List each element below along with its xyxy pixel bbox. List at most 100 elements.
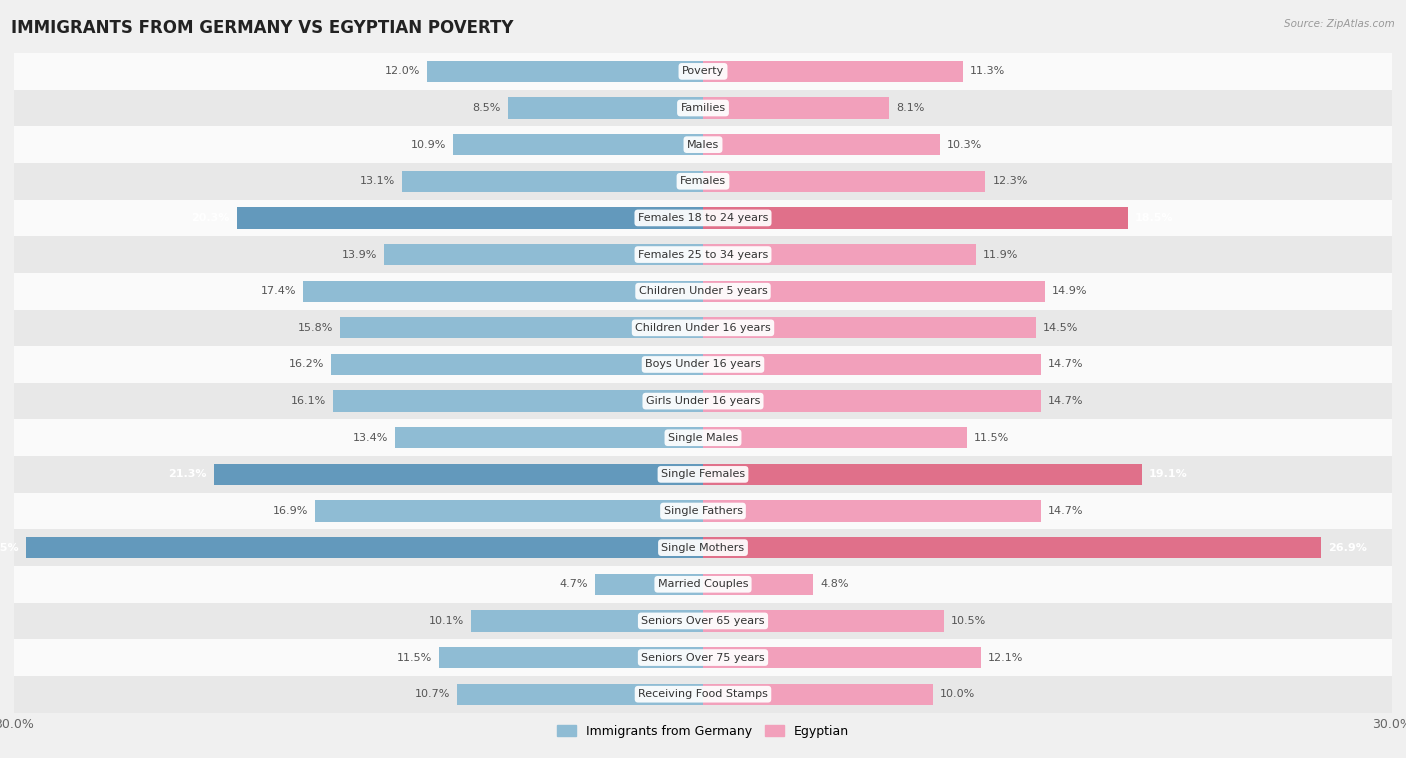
Bar	[315, 500, 703, 522]
Bar	[453, 134, 703, 155]
Bar	[14, 419, 1392, 456]
Text: 11.5%: 11.5%	[396, 653, 432, 662]
Bar	[471, 610, 703, 631]
Text: Families: Families	[681, 103, 725, 113]
Bar	[703, 574, 813, 595]
Bar	[14, 456, 1392, 493]
Text: 20.3%: 20.3%	[191, 213, 231, 223]
Bar	[703, 354, 1040, 375]
Bar	[14, 603, 1392, 639]
Text: 10.3%: 10.3%	[946, 139, 981, 149]
Text: 11.3%: 11.3%	[969, 67, 1005, 77]
Bar	[703, 537, 1320, 559]
Text: 16.2%: 16.2%	[288, 359, 323, 369]
Bar	[14, 346, 1392, 383]
Text: Poverty: Poverty	[682, 67, 724, 77]
Text: 14.7%: 14.7%	[1047, 396, 1083, 406]
Bar	[333, 390, 703, 412]
Bar	[402, 171, 703, 192]
Text: 15.8%: 15.8%	[298, 323, 333, 333]
Bar	[214, 464, 703, 485]
Text: 16.9%: 16.9%	[273, 506, 308, 516]
Text: IMMIGRANTS FROM GERMANY VS EGYPTIAN POVERTY: IMMIGRANTS FROM GERMANY VS EGYPTIAN POVE…	[11, 19, 513, 37]
Text: 10.5%: 10.5%	[950, 616, 986, 626]
Text: 14.9%: 14.9%	[1052, 287, 1088, 296]
Bar	[14, 639, 1392, 676]
Text: 14.7%: 14.7%	[1047, 359, 1083, 369]
Text: 14.5%: 14.5%	[1043, 323, 1078, 333]
Text: 17.4%: 17.4%	[262, 287, 297, 296]
Text: Males: Males	[688, 139, 718, 149]
Text: 13.4%: 13.4%	[353, 433, 388, 443]
Bar	[14, 383, 1392, 419]
Text: Females 25 to 34 years: Females 25 to 34 years	[638, 249, 768, 259]
Bar	[427, 61, 703, 82]
Text: Females 18 to 24 years: Females 18 to 24 years	[638, 213, 768, 223]
Text: Single Males: Single Males	[668, 433, 738, 443]
Text: 19.1%: 19.1%	[1149, 469, 1187, 479]
Bar	[703, 647, 981, 669]
Text: 12.3%: 12.3%	[993, 177, 1028, 186]
Bar	[14, 309, 1392, 346]
Bar	[14, 566, 1392, 603]
Bar	[395, 427, 703, 449]
Text: 14.7%: 14.7%	[1047, 506, 1083, 516]
Bar	[703, 207, 1128, 229]
Bar	[25, 537, 703, 559]
Bar	[703, 684, 932, 705]
Text: Seniors Over 75 years: Seniors Over 75 years	[641, 653, 765, 662]
Bar	[703, 610, 945, 631]
Text: 13.9%: 13.9%	[342, 249, 377, 259]
Text: Seniors Over 65 years: Seniors Over 65 years	[641, 616, 765, 626]
Legend: Immigrants from Germany, Egyptian: Immigrants from Germany, Egyptian	[553, 719, 853, 743]
Bar	[595, 574, 703, 595]
Text: Single Mothers: Single Mothers	[661, 543, 745, 553]
Bar	[384, 244, 703, 265]
Bar	[14, 529, 1392, 566]
Bar	[14, 127, 1392, 163]
Bar	[439, 647, 703, 669]
Bar	[330, 354, 703, 375]
Text: 4.7%: 4.7%	[560, 579, 588, 589]
Bar	[340, 317, 703, 339]
Text: Females: Females	[681, 177, 725, 186]
Text: 16.1%: 16.1%	[291, 396, 326, 406]
Bar	[703, 280, 1045, 302]
Bar	[703, 317, 1036, 339]
Text: 4.8%: 4.8%	[820, 579, 849, 589]
Bar	[703, 97, 889, 119]
Bar	[703, 427, 967, 449]
Text: 29.5%: 29.5%	[0, 543, 18, 553]
Bar	[14, 163, 1392, 199]
Text: 13.1%: 13.1%	[360, 177, 395, 186]
Text: Children Under 5 years: Children Under 5 years	[638, 287, 768, 296]
Text: Source: ZipAtlas.com: Source: ZipAtlas.com	[1284, 19, 1395, 29]
Text: 11.9%: 11.9%	[983, 249, 1018, 259]
Bar	[14, 273, 1392, 309]
Bar	[703, 134, 939, 155]
Text: 18.5%: 18.5%	[1135, 213, 1173, 223]
Text: Boys Under 16 years: Boys Under 16 years	[645, 359, 761, 369]
Bar	[14, 493, 1392, 529]
Text: 26.9%: 26.9%	[1327, 543, 1367, 553]
Bar	[508, 97, 703, 119]
Text: 10.1%: 10.1%	[429, 616, 464, 626]
Text: 8.1%: 8.1%	[896, 103, 924, 113]
Text: 8.5%: 8.5%	[472, 103, 501, 113]
Bar	[703, 244, 976, 265]
Bar	[457, 684, 703, 705]
Bar	[703, 464, 1142, 485]
Bar	[14, 676, 1392, 713]
Bar	[236, 207, 703, 229]
Text: Girls Under 16 years: Girls Under 16 years	[645, 396, 761, 406]
Text: 12.0%: 12.0%	[385, 67, 420, 77]
Text: 21.3%: 21.3%	[169, 469, 207, 479]
Text: 10.0%: 10.0%	[939, 689, 974, 699]
Bar	[14, 53, 1392, 89]
Bar	[14, 199, 1392, 236]
Text: Single Females: Single Females	[661, 469, 745, 479]
Text: 12.1%: 12.1%	[988, 653, 1024, 662]
Bar	[703, 171, 986, 192]
Bar	[304, 280, 703, 302]
Text: 10.7%: 10.7%	[415, 689, 450, 699]
